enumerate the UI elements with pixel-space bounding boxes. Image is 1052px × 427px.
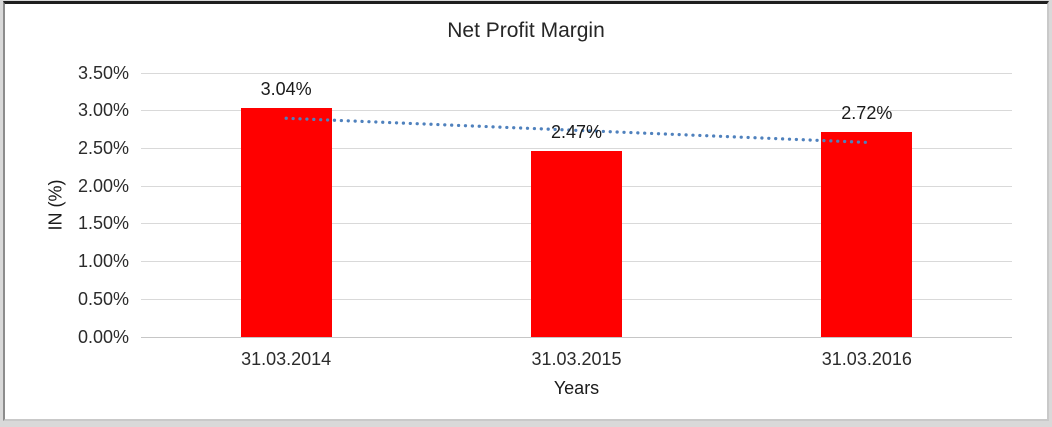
- y-tick-label: 1.50%: [77, 213, 129, 234]
- bar-value-label: 3.04%: [260, 78, 312, 99]
- y-tick-label: 0.00%: [77, 326, 129, 347]
- y-tick-label: 3.50%: [77, 62, 129, 83]
- gridline: [141, 147, 1012, 149]
- x-tick-label: 31.03.2015: [531, 349, 622, 369]
- y-tick-label: 3.00%: [77, 100, 129, 121]
- y-tick-label: 1.00%: [77, 251, 129, 272]
- plot-area: [141, 72, 1012, 338]
- chart-container: Net Profit Margin IN (%) Years 0.00% 0.50…: [3, 1, 1049, 421]
- x-tick-label: 31.03.2014: [241, 349, 332, 369]
- bar-value-label: 2.47%: [550, 121, 603, 142]
- x-tick-label: 31.03.2016: [821, 349, 912, 369]
- y-tick-label: 2.00%: [77, 175, 129, 196]
- bar: [531, 150, 622, 337]
- gridline: [141, 110, 1012, 112]
- gridline: [141, 72, 1012, 74]
- bar: [821, 131, 913, 337]
- y-tick-label: 0.50%: [77, 288, 129, 309]
- gridline: [141, 336, 1012, 338]
- bar-value-label: 2.72%: [841, 102, 893, 123]
- chart-title: Net Profit Margin: [447, 19, 605, 42]
- trendline: [284, 116, 869, 144]
- x-axis-title: Years: [553, 378, 600, 398]
- bar: [240, 107, 332, 337]
- y-tick-label: 2.50%: [77, 137, 129, 158]
